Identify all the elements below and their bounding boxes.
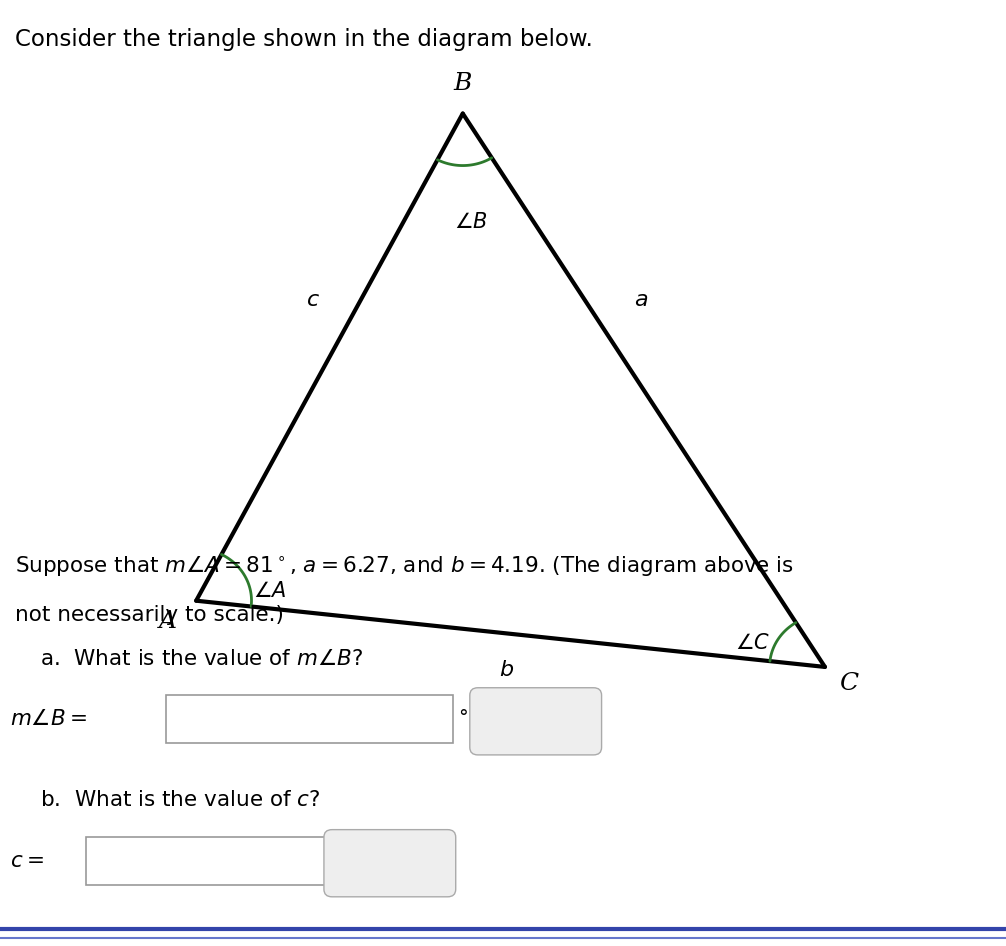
Text: °: ° [458,708,468,727]
Text: $\angle B$: $\angle B$ [454,212,488,233]
Text: not necessarily to scale.): not necessarily to scale.) [15,605,284,625]
Text: $c =$: $c =$ [10,850,44,871]
Text: Suppose that $m\angle A = 81^\circ$, $a = 6.27$, and $b = 4.19$. (The diagram ab: Suppose that $m\angle A = 81^\circ$, $a … [15,553,794,578]
Text: $a$: $a$ [635,289,649,311]
FancyBboxPatch shape [470,688,602,755]
Text: $b$: $b$ [499,658,514,680]
FancyBboxPatch shape [166,695,453,743]
Text: $m\angle B =$: $m\angle B =$ [10,709,87,729]
Text: C: C [839,673,859,695]
Text: $\angle C$: $\angle C$ [734,633,771,654]
Text: Consider the triangle shown in the diagram below.: Consider the triangle shown in the diagr… [15,28,593,51]
Text: $c$: $c$ [306,289,320,311]
Text: $\angle A$: $\angle A$ [253,581,287,602]
Text: Preview: Preview [352,853,428,873]
FancyBboxPatch shape [324,830,456,897]
Text: a.  What is the value of $m\angle B$?: a. What is the value of $m\angle B$? [40,648,363,669]
Text: b.  What is the value of $c$?: b. What is the value of $c$? [40,790,321,810]
Text: Preview: Preview [498,711,573,731]
Text: A: A [159,610,177,633]
Text: B: B [454,72,472,95]
FancyBboxPatch shape [86,837,327,885]
